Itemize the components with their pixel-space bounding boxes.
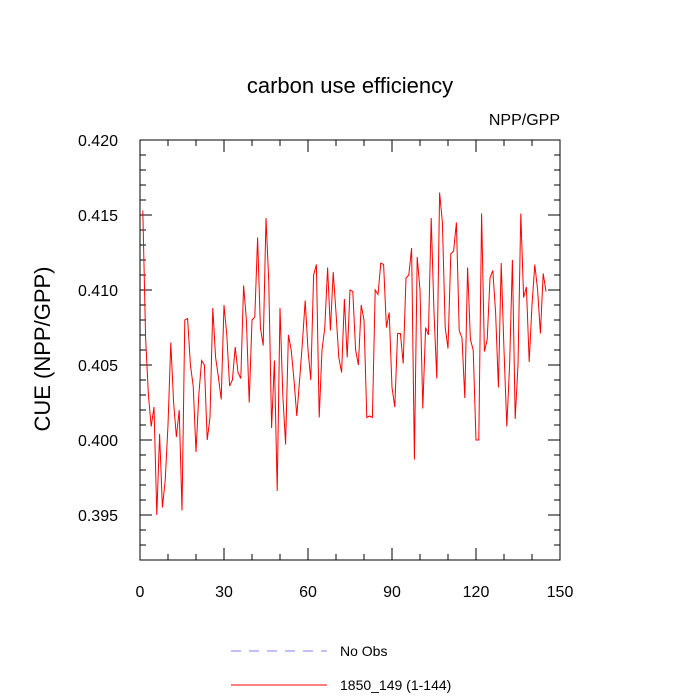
x-tick-label: 90 [383, 584, 401, 601]
y-tick-label: 0.405 [78, 358, 118, 375]
chart: carbon use efficiency NPP/GPP CUE (NPP/G… [0, 0, 700, 700]
y-tick-label: 0.400 [78, 433, 118, 450]
y-tick-label: 0.410 [78, 283, 118, 300]
y-axis-label: CUE (NPP/GPP) [30, 266, 55, 431]
legend: No Obs 1850_149 (1-144) [231, 643, 451, 693]
legend-label-no-obs: No Obs [340, 643, 387, 659]
series-line [143, 193, 546, 516]
y-tick-label: 0.415 [78, 208, 118, 225]
chart-subtitle: NPP/GPP [489, 112, 560, 129]
series-group [143, 193, 546, 516]
y-tick-label: 0.420 [78, 133, 118, 150]
chart-title: carbon use efficiency [247, 73, 453, 98]
legend-label-1850-149: 1850_149 (1-144) [340, 677, 451, 693]
x-tick-label: 30 [215, 584, 233, 601]
x-tick-label: 150 [547, 584, 574, 601]
y-tick-label: 0.395 [78, 508, 118, 525]
y-tick-labels: 0.395 0.400 0.405 0.410 0.415 0.420 [78, 133, 118, 525]
x-tick-label: 0 [136, 584, 145, 601]
x-tick-labels: 0 30 60 90 120 150 [136, 584, 574, 601]
x-tick-label: 60 [299, 584, 317, 601]
x-tick-label: 120 [463, 584, 490, 601]
